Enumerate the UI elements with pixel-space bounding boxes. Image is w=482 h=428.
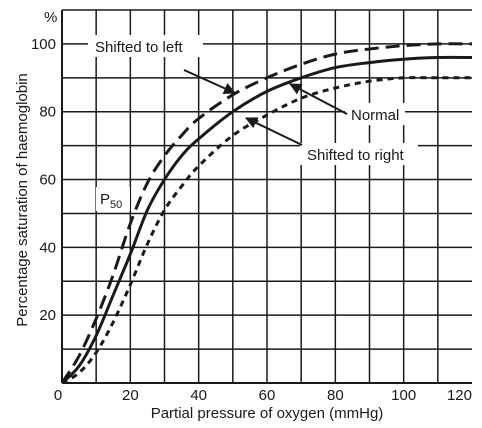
axes	[61, 10, 472, 384]
y-tick-label: 40	[39, 239, 56, 256]
y-axis-unit: %	[44, 9, 57, 26]
annotation-shifted-right-bg	[300, 143, 418, 165]
series-line-shifted-right	[62, 76, 472, 383]
annotation-p50-label: P50	[100, 191, 122, 211]
x-tick-label: 20	[122, 387, 139, 404]
x-axis-title: Partial pressure of oxygen (mmHg)	[151, 405, 384, 422]
x-tick-label: 80	[327, 387, 344, 404]
series-line-shifted-left	[62, 42, 472, 383]
annotation-shifted-left-label: Shifted to left	[95, 39, 183, 56]
annotation-shifted-left-bg	[88, 35, 203, 57]
annotation-normal-bg	[345, 103, 405, 125]
y-tick-label: 100	[31, 36, 56, 53]
grid	[62, 9, 472, 383]
x-tick-label: 40	[190, 387, 207, 404]
x-tick-label: 100	[391, 387, 416, 404]
annotation-shifted-right-label: Shifted to right	[307, 147, 405, 164]
y-tick-label: 60	[39, 172, 56, 189]
x-tick-label: 120	[447, 387, 472, 404]
x-tick-label: 60	[259, 387, 276, 404]
y-tick-label: 20	[39, 307, 56, 324]
annotation-normal-label: Normal	[351, 107, 399, 124]
series-line-normal	[62, 55, 472, 383]
tick-labels: 0 20 40 60 80 100 120 20 40 60 80 100	[31, 36, 472, 404]
y-tick-label: 80	[39, 104, 56, 121]
y-axis-title: Percentage saturation of haemoglobin	[14, 73, 31, 327]
annotation-p50-main: P	[100, 191, 110, 208]
annotation-shifted-right: Shifted to right	[245, 117, 418, 165]
annotation-p50-bg	[96, 187, 130, 211]
annotation-shifted-left: Shifted to left	[88, 35, 236, 94]
annotation-shifted-left-arrow	[183, 69, 236, 94]
series-group	[62, 42, 472, 383]
annotation-normal: Normal	[289, 83, 405, 125]
annotation-p50-subscript: 50	[110, 199, 122, 211]
annotation-shifted-right-arrow	[245, 117, 303, 146]
x-tick-label: 0	[54, 387, 62, 404]
annotation-normal-arrow	[289, 83, 348, 115]
annotation-p50: P50	[96, 187, 130, 211]
